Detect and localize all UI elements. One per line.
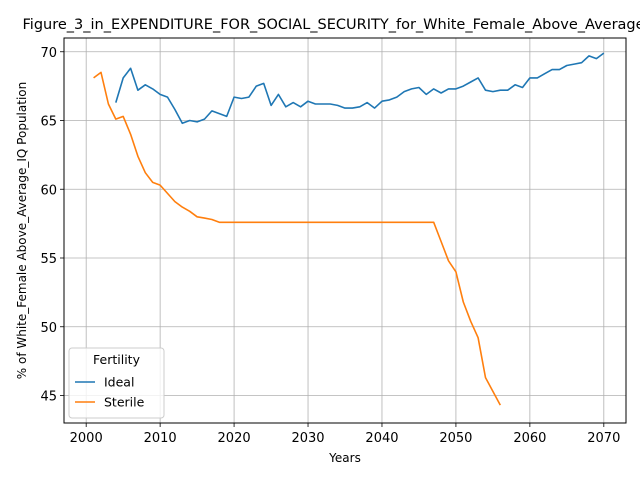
x-tick-label: 2070 — [587, 431, 620, 446]
y-tick-label: 55 — [40, 252, 57, 267]
legend-items: Ideal Sterile — [75, 375, 145, 410]
x-tick-label: 2050 — [439, 431, 472, 446]
x-tick-label: 2040 — [365, 431, 398, 446]
legend: Fertility Ideal Sterile — [68, 347, 165, 419]
x-axis-ticks: 2000 2010 2020 2030 2040 2050 2060 2070 — [70, 423, 620, 446]
legend-label-sterile: Sterile — [104, 395, 145, 410]
legend-title: Fertility — [93, 352, 141, 367]
legend-label-ideal: Ideal — [104, 375, 134, 390]
series-line-ideal — [115, 52, 605, 125]
y-axis-label: % of White_Female Above_Average_IQ Popul… — [15, 82, 29, 379]
x-tick-label: 2010 — [144, 431, 177, 446]
plot-frame — [63, 37, 627, 424]
chart-title: Figure_3_in_EXPENDITURE_FOR_SOCIAL_SECUR… — [23, 17, 640, 33]
x-tick-label: 2000 — [70, 431, 103, 446]
y-tick-label: 65 — [40, 115, 57, 130]
x-tick-label: 2020 — [218, 431, 251, 446]
x-tick-label: 2030 — [291, 431, 324, 446]
y-tick-label: 50 — [40, 321, 57, 336]
y-tick-label: 70 — [40, 46, 57, 61]
legend-box — [68, 347, 165, 419]
y-tick-label: 45 — [40, 390, 57, 405]
x-tick-label: 2060 — [513, 431, 546, 446]
series-line-sterile — [93, 71, 502, 406]
series-lines — [93, 52, 605, 406]
y-axis-ticks: 45 50 55 60 65 70 — [40, 46, 64, 405]
x-axis-label: Years — [328, 451, 361, 465]
y-tick-label: 60 — [40, 183, 57, 198]
